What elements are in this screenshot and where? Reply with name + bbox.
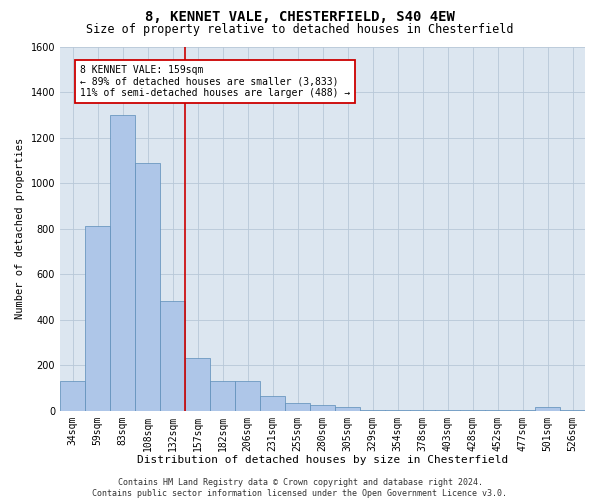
Bar [85,226,110,410]
Text: Size of property relative to detached houses in Chesterfield: Size of property relative to detached ho… [86,22,514,36]
Text: Contains HM Land Registry data © Crown copyright and database right 2024.
Contai: Contains HM Land Registry data © Crown c… [92,478,508,498]
Bar [135,162,160,410]
Bar [60,381,85,410]
Bar [185,358,210,410]
Y-axis label: Number of detached properties: Number of detached properties [15,138,25,319]
Text: 8 KENNET VALE: 159sqm
← 89% of detached houses are smaller (3,833)
11% of semi-d: 8 KENNET VALE: 159sqm ← 89% of detached … [80,64,350,98]
Bar [260,396,285,410]
Bar [535,408,560,410]
Bar [235,381,260,410]
Bar [160,302,185,410]
Bar [310,405,335,410]
X-axis label: Distribution of detached houses by size in Chesterfield: Distribution of detached houses by size … [137,455,508,465]
Bar [110,115,135,410]
Bar [335,408,360,410]
Text: 8, KENNET VALE, CHESTERFIELD, S40 4EW: 8, KENNET VALE, CHESTERFIELD, S40 4EW [145,10,455,24]
Bar [285,403,310,410]
Bar [210,381,235,410]
